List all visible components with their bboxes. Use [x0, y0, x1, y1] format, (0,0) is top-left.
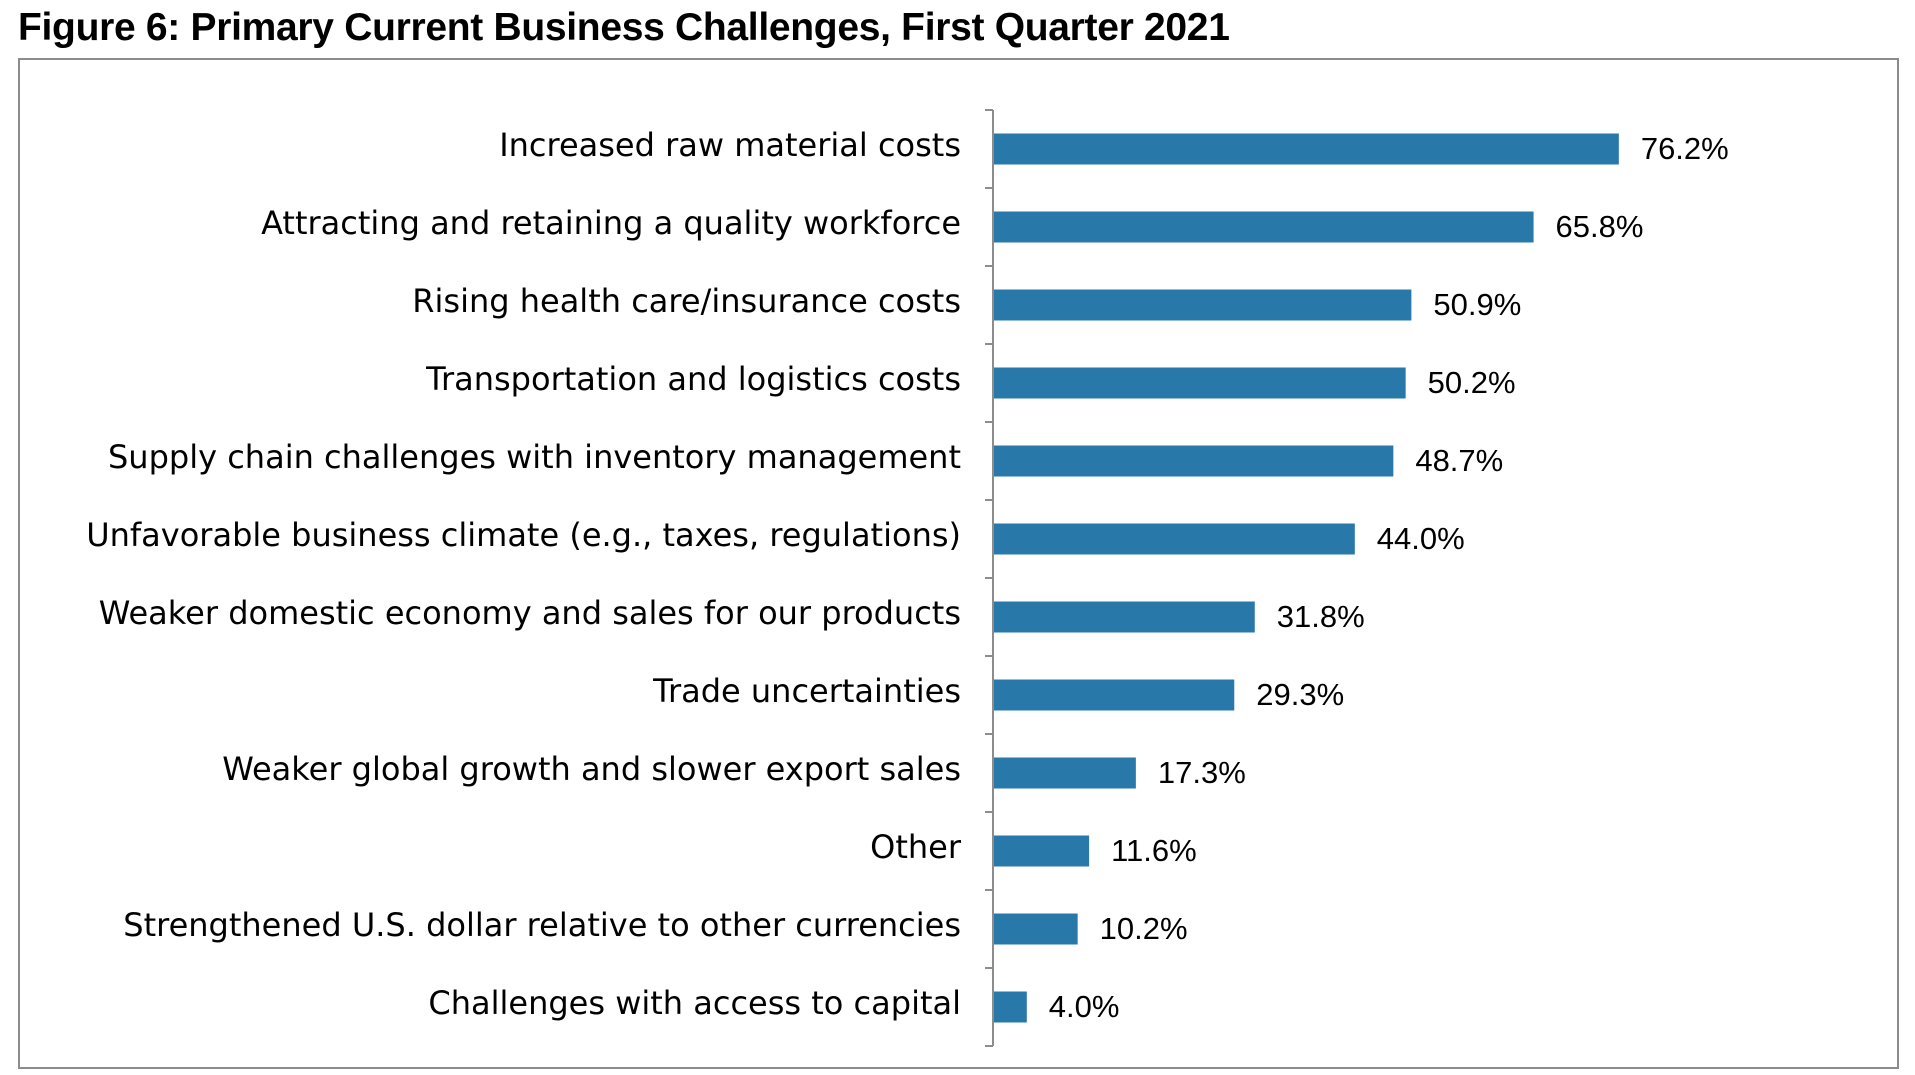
category-label: Weaker global growth and slower export s… [222, 750, 961, 788]
bar [994, 679, 1235, 711]
data-label: 50.2% [1428, 365, 1516, 400]
bar [994, 367, 1406, 399]
data-label: 31.8% [1277, 599, 1365, 634]
category-label: Rising health care/insurance costs [412, 282, 961, 320]
category-label: Supply chain challenges with inventory m… [108, 438, 961, 476]
data-label: 48.7% [1415, 443, 1503, 478]
bar [994, 133, 1619, 165]
bar [994, 991, 1027, 1023]
data-label: 65.8% [1556, 209, 1644, 244]
bar [994, 601, 1255, 633]
bar [994, 913, 1078, 945]
bar [994, 289, 1412, 321]
data-label: 17.3% [1158, 755, 1246, 790]
category-label: Increased raw material costs [499, 126, 961, 164]
data-label: 11.6% [1111, 833, 1197, 868]
chart-frame [18, 58, 1899, 1069]
bar [994, 835, 1090, 867]
bar [994, 523, 1355, 555]
bar [994, 757, 1136, 789]
data-label: 76.2% [1641, 131, 1729, 166]
category-label: Other [870, 828, 962, 866]
category-label: Attracting and retaining a quality workf… [261, 204, 961, 242]
bar [994, 445, 1394, 477]
category-label: Weaker domestic economy and sales for ou… [99, 594, 961, 632]
category-label: Strengthened U.S. dollar relative to oth… [123, 906, 961, 944]
category-label: Trade uncertainties [652, 672, 961, 710]
data-label: 44.0% [1377, 521, 1465, 556]
bar [994, 211, 1534, 243]
category-label: Transportation and logistics costs [425, 360, 961, 398]
data-label: 50.9% [1433, 287, 1521, 322]
data-label: 4.0% [1049, 989, 1120, 1024]
data-label: 29.3% [1256, 677, 1344, 712]
figure-title: Figure 6: Primary Current Business Chall… [18, 6, 1230, 49]
category-label: Unfavorable business climate (e.g., taxe… [86, 516, 961, 554]
data-label: 10.2% [1100, 911, 1188, 946]
category-label: Challenges with access to capital [428, 984, 961, 1022]
